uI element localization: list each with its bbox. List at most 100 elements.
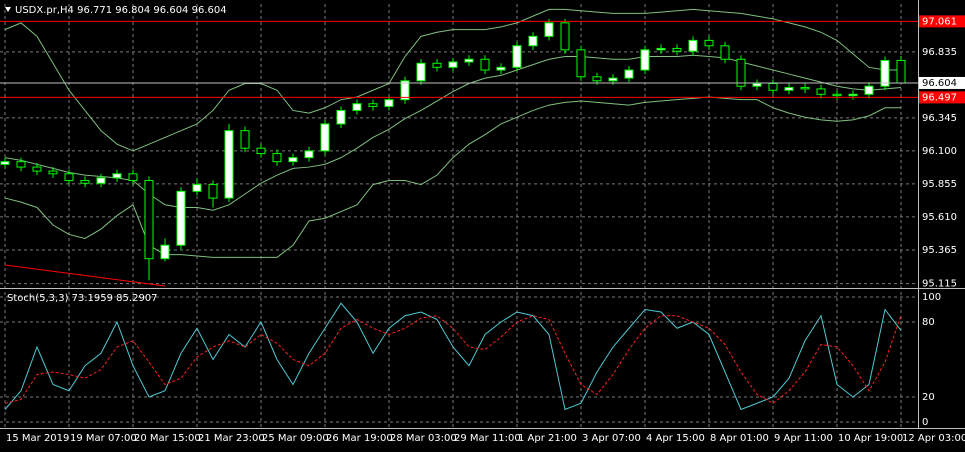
- candle-body: [240, 130, 250, 149]
- x-tick-label: 15 Mar 2019: [6, 433, 69, 444]
- candle-body: [336, 109, 346, 125]
- candle-body: [160, 244, 170, 260]
- x-tick-label: 4 Apr 15:00: [646, 433, 705, 444]
- candle-body: [784, 87, 794, 91]
- x-tick-label: 1 Apr 21:00: [518, 433, 577, 444]
- x-tick-label: 29 Mar 11:00: [454, 433, 521, 444]
- price-label-box: [919, 91, 965, 104]
- y-tick-label: 20: [922, 392, 935, 403]
- candle-body: [176, 190, 186, 246]
- candle-body: [688, 39, 698, 52]
- candle-body: [416, 62, 426, 82]
- candle-body: [832, 93, 842, 97]
- x-tick-label: 9 Apr 11:00: [774, 433, 833, 444]
- candle-body: [32, 166, 42, 172]
- candle-body: [640, 49, 650, 71]
- y-tick-label: 96.345: [922, 113, 957, 124]
- y-tick-label: 96.100: [922, 146, 957, 157]
- candle-body: [864, 85, 874, 95]
- candle-body: [704, 39, 714, 47]
- x-tick-label: 21 Mar 23:00: [198, 433, 265, 444]
- candle-body: [752, 83, 762, 87]
- candle-body: [848, 93, 858, 97]
- x-tick-label: 26 Mar 19:00: [326, 433, 393, 444]
- price-label: 97.061: [922, 16, 957, 27]
- candle-body: [16, 161, 26, 168]
- x-tick-label: 28 Mar 03:00: [390, 433, 457, 444]
- x-tick-label: 10 Apr 19:00: [838, 433, 903, 444]
- candle-body: [592, 76, 602, 82]
- candle-body: [272, 153, 282, 163]
- chart-title: USDX.pr,H4 96.771 96.804 96.604 96.604: [15, 5, 227, 16]
- candle-body: [496, 66, 506, 71]
- candle-body: [896, 59, 906, 84]
- x-tick-label: 8 Apr 01:00: [710, 433, 769, 444]
- candle-body: [624, 69, 634, 79]
- y-tick-label: 95.115: [922, 279, 957, 290]
- candle-body: [800, 87, 810, 90]
- candle-body: [400, 80, 410, 101]
- candle-body: [720, 45, 730, 60]
- candle-body: [256, 147, 266, 155]
- candle-body: [320, 123, 330, 152]
- label-layer: 95.115 95.365 95.610 95.855 96.100 96.345 96.8…: [6, 15, 965, 444]
- indicator-line: [4, 315, 902, 404]
- y-tick-label: 95.365: [922, 245, 957, 256]
- candle-body: [736, 58, 746, 87]
- candle-body: [448, 61, 458, 68]
- candle-body: [880, 59, 890, 87]
- candle-body: [208, 184, 218, 199]
- candle-body: [464, 58, 474, 63]
- candle-body: [288, 157, 298, 163]
- candle-body: [384, 99, 394, 107]
- indicator-line: [4, 302, 902, 411]
- y-tick-label: 95.610: [922, 212, 957, 223]
- y-tick-label: 0: [922, 417, 928, 428]
- candle-body: [576, 49, 586, 78]
- trend-line: [4, 264, 166, 287]
- candle-body: [304, 150, 314, 159]
- candle-body: [48, 170, 58, 175]
- x-tick-label: 12 Apr 03:00: [902, 433, 965, 444]
- candle-body: [816, 88, 826, 95]
- band-line: [4, 96, 901, 258]
- y-tick-label: 95.855: [922, 179, 957, 190]
- band-line: [4, 8, 901, 152]
- candle-body: [656, 47, 666, 51]
- candle-body: [80, 180, 90, 184]
- candle-body: [432, 62, 442, 68]
- candle-body: [608, 77, 618, 82]
- x-tick-label: 20 Mar 15:00: [134, 433, 201, 444]
- candle-body: [768, 83, 778, 91]
- candle-body: [144, 180, 154, 260]
- candle-body: [112, 173, 122, 179]
- candle-body: [0, 161, 10, 165]
- candle-body: [672, 47, 682, 52]
- candle-body: [544, 22, 554, 37]
- candle-body: [368, 103, 378, 107]
- candle-body: [128, 173, 138, 182]
- candle-body: [224, 130, 234, 199]
- y-tick-label: 100: [922, 292, 941, 303]
- y-tick-label: 80: [922, 317, 935, 328]
- candle-body: [96, 177, 106, 184]
- candle-body: [512, 45, 522, 68]
- price-label-box: [919, 15, 965, 28]
- plot-layer: [0, 8, 918, 411]
- candle-body: [480, 58, 490, 71]
- x-tick-label: 19 Mar 07:00: [70, 433, 137, 444]
- candle-body: [192, 184, 202, 192]
- y-tick-label: 96.835: [922, 47, 957, 58]
- candle-body: [560, 22, 570, 51]
- x-tick-label: 3 Apr 07:00: [582, 433, 641, 444]
- menu-arrow[interactable]: [5, 7, 11, 12]
- candle-body: [64, 173, 74, 182]
- last-price-label: 96.604: [922, 78, 957, 89]
- band-line: [4, 54, 902, 211]
- price-label: 96.497: [922, 92, 957, 103]
- candle-body: [528, 35, 538, 47]
- x-tick-label: 25 Mar 09:00: [262, 433, 329, 444]
- indicator-title: Stoch(5,3,3) 73.1959 85.2907: [7, 293, 158, 304]
